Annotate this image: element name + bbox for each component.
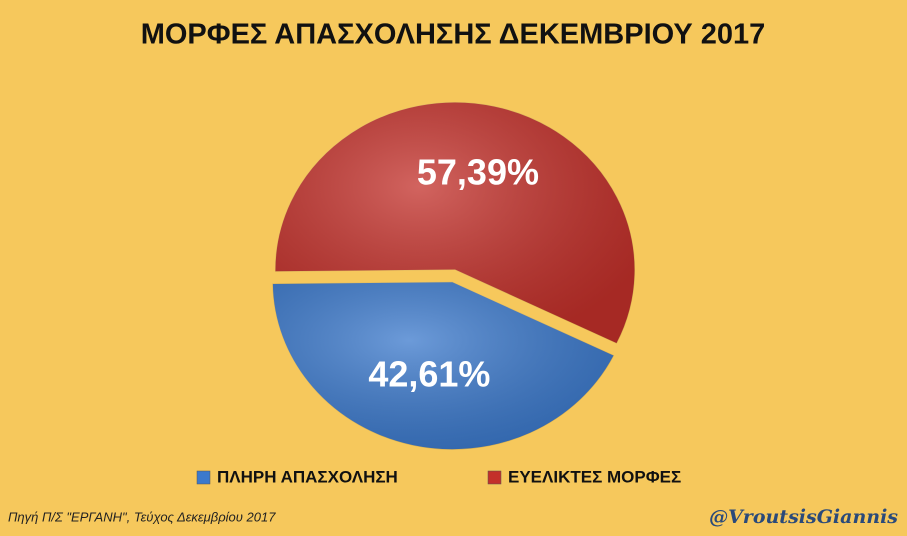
legend-label: ΠΛΗΡΗ ΑΠΑΣΧΟΛΗΣΗ — [217, 467, 398, 486]
legend-swatch — [196, 470, 211, 485]
source-note: Πηγή Π/Σ "ΕΡΓΑΝΗ", Τεύχος Δεκεμβρίου 201… — [8, 509, 276, 524]
legend-label: ΕΥΕΛΙΚΤΕΣ ΜΟΡΦΕΣ — [508, 467, 681, 486]
watermark: @VroutsisGiannis — [709, 506, 898, 528]
legend-swatch — [487, 470, 502, 485]
slice-shade — [272, 281, 615, 450]
chart-title: ΜΟΡΦΕΣ ΑΠΑΣΧΟΛΗΣΗΣ ΔΕΚΕΜΒΡΙΟΥ 2017 — [141, 19, 766, 51]
value-label: 42,61% — [368, 353, 490, 394]
value-label: 57,39% — [417, 151, 539, 192]
slice-shade — [275, 102, 635, 344]
